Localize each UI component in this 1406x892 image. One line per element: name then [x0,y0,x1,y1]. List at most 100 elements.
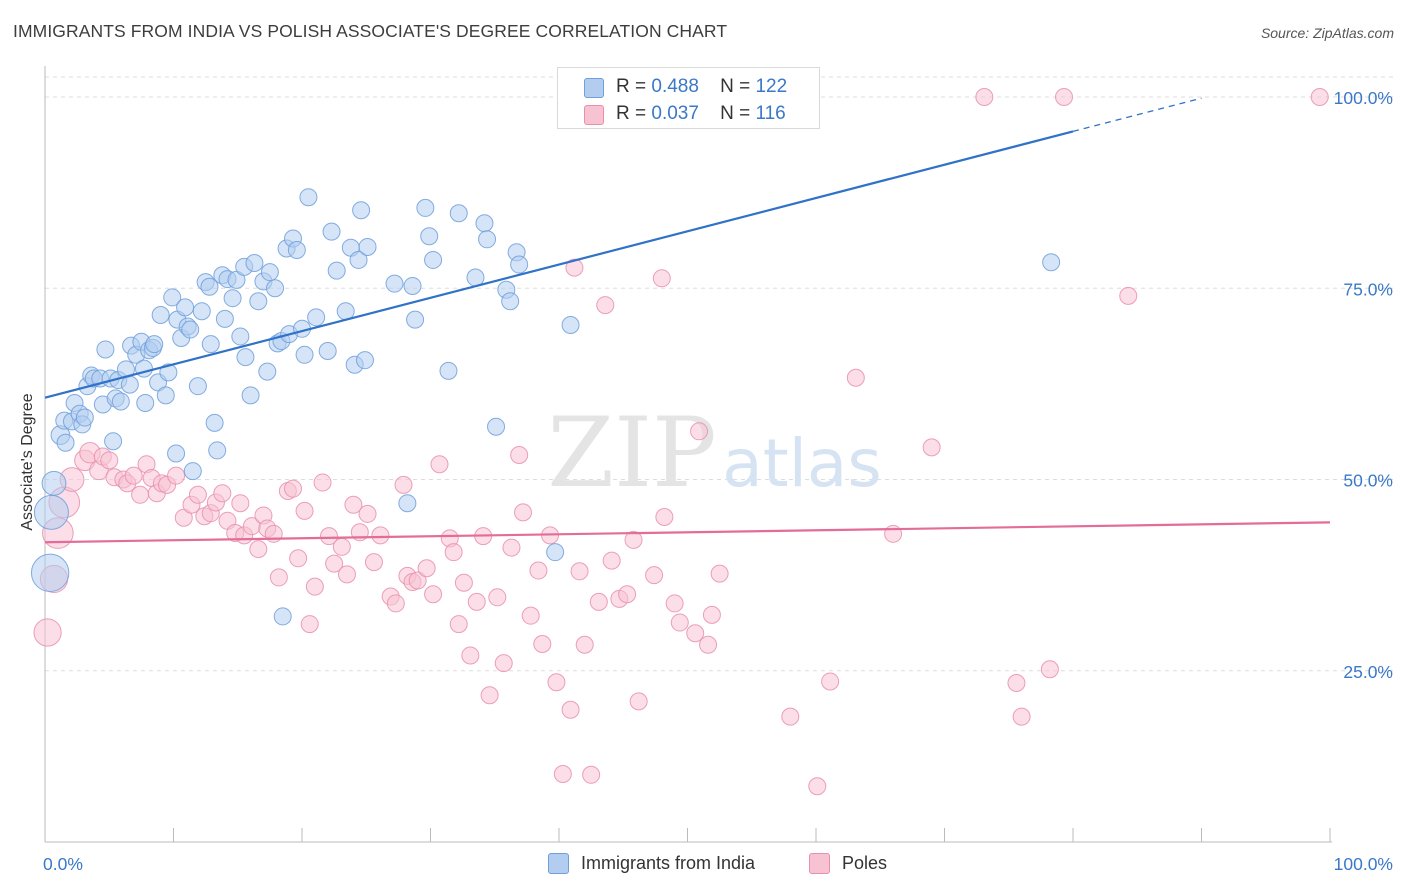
poles-point [655,507,674,526]
india-point [406,310,425,329]
poles-point [325,554,344,573]
poles-point [702,605,721,624]
poles-point [502,538,521,557]
india-point [205,413,224,432]
poles-point [602,551,621,570]
poles-point [589,592,608,611]
india-point [424,250,443,269]
x-tick-label: 100.0% [1334,854,1393,874]
poles-point [808,777,827,796]
india-point [33,494,69,530]
india-point [120,375,139,394]
india-point [163,288,182,307]
poles-point [582,765,601,784]
poles-point [289,549,308,568]
r-label: R = [616,103,647,124]
legend-swatch-india [584,78,604,98]
chart-title: IMMIGRANTS FROM INDIA VS POLISH ASSOCIAT… [13,21,728,41]
r-label: R = [616,76,647,97]
india-point [111,392,130,411]
india-point [145,335,164,354]
india-point [151,306,170,325]
india-point [295,345,314,364]
india-point [245,254,264,273]
poles-point [319,527,338,546]
poles-point [231,494,250,513]
india-point [318,341,337,360]
india-point [183,462,202,481]
india-point [1042,253,1061,272]
y-tick-label: 75.0% [1343,279,1393,299]
poles-point [284,479,303,498]
legend-label-poles: Poles [842,853,888,873]
poles-point [386,594,405,613]
poles-point [417,559,436,578]
poles-point [645,566,664,585]
india-point [478,230,497,249]
india-point [241,386,260,405]
poles-point [449,615,468,634]
poles-point [629,692,648,711]
india-point [215,309,234,328]
watermark: ZIP atlas [547,397,881,509]
poles-point [188,485,207,504]
y-tick-label: 100.0% [1334,88,1393,108]
india-point [449,204,468,223]
poles-point [454,573,473,592]
india-point [322,222,341,241]
india-point [420,227,439,246]
poles-point [332,537,351,556]
legend-series: Immigrants from India Poles [0,852,1406,878]
y-tick-label: 25.0% [1343,662,1393,682]
poles-point [494,654,513,673]
poles-point [444,543,463,562]
poles-point [884,524,903,543]
poles-point [300,615,319,634]
legend-stats-poles: R = 0.037 N = 116 [616,103,786,125]
y-tick-label: 50.0% [1343,471,1393,491]
r-value: 0.037 [651,103,699,124]
india-point [475,214,494,233]
tick-labels: 25.0% 50.0% 75.0% 100.0% 0.0% 100.0% [43,88,1393,874]
trend-lines [44,97,1331,544]
legend-label-india: Immigrants from India [581,853,756,873]
poles-point [424,585,443,604]
watermark-atlas: atlas [722,425,882,502]
india-point [287,241,306,259]
poles-point [570,562,589,581]
poles-point [394,475,413,494]
poles-point [167,466,186,485]
india-point [176,298,195,317]
poles-point [1310,88,1329,106]
india-point [156,386,175,405]
legend-swatch-india [548,853,569,874]
india-point [56,433,75,452]
poles-point [690,422,709,441]
legend-stats: R = 0.488 N = 122 R = 0.037 N = 116 [557,67,820,129]
poles-point [975,88,994,106]
poles-point [33,618,62,647]
india-point [299,188,318,207]
india-point [260,263,279,282]
poles-point [430,455,449,474]
n-value: 116 [755,103,786,124]
india-point [352,201,371,220]
india-point [104,432,123,451]
india-point [307,308,326,327]
poles-point [295,501,314,520]
series-india-points [30,188,1061,626]
poles-point [1040,660,1059,679]
india-point [159,363,178,382]
poles-point [561,700,580,719]
india-point [75,408,94,427]
india-point [136,394,155,412]
poles-point [618,585,637,604]
poles-point [371,526,390,545]
poles-point [1055,88,1074,106]
poles-point [467,592,486,611]
poles-point [846,368,865,387]
india-point [439,361,458,380]
poles-point [249,540,268,559]
poles-point [521,606,540,625]
